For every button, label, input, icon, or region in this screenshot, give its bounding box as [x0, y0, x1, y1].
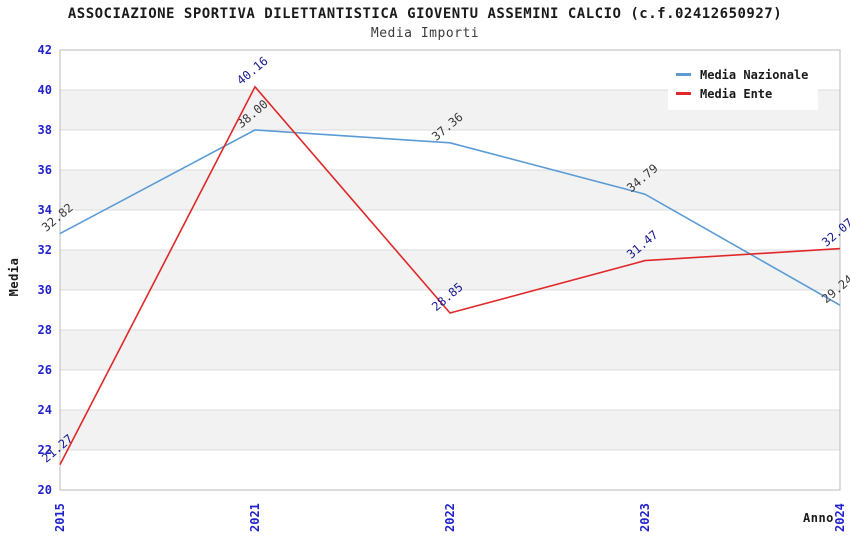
plot-band: [60, 370, 840, 410]
plot-band: [60, 410, 840, 450]
plot-band: [60, 450, 840, 490]
plot-band: [60, 330, 840, 370]
x-tick-label: 2023: [638, 503, 652, 532]
y-tick-label: 22: [38, 443, 52, 457]
plot-border: [59, 49, 841, 491]
legend-item-media-nazionale: Media Nazionale: [676, 65, 808, 84]
y-tick-label: 26: [38, 363, 52, 377]
chart-subtitle: Media Importi: [370, 26, 480, 41]
y-tick-label: 36: [38, 163, 52, 177]
y-tick-label: 24: [38, 403, 52, 417]
y-axis-title: Media: [7, 257, 21, 297]
y-tick-label: 20: [38, 483, 52, 497]
x-tick-label: 2015: [53, 503, 67, 532]
y-tick-label: 38: [38, 123, 52, 137]
y-tick-label: 28: [38, 323, 52, 337]
y-tick-label: 34: [38, 203, 52, 217]
legend-line-marker-icon: [676, 92, 691, 95]
legend: Media Nazionale Media Ente: [668, 58, 819, 110]
legend-item-label: Media Nazionale: [700, 67, 809, 82]
legend-item-media-ente: Media Ente: [676, 84, 808, 103]
plot-band: [60, 170, 840, 210]
legend-line-marker-icon: [676, 73, 691, 76]
x-axis-title: Anno: [803, 511, 834, 525]
y-tick-label: 42: [38, 43, 52, 57]
y-tick-label: 30: [38, 283, 52, 297]
x-tick-label: 2021: [248, 503, 262, 532]
series-line-media-nazionale: [59, 129, 841, 306]
chart-title: ASSOCIAZIONE SPORTIVA DILETTANTISTICA GI…: [67, 6, 783, 22]
legend-item-label: Media Ente: [700, 86, 773, 101]
series-line-media-ente: [59, 85, 841, 465]
plot-band: [60, 290, 840, 330]
y-tick-label: 32: [38, 243, 52, 257]
x-tick-label: 2024: [833, 503, 847, 532]
y-tick-label: 40: [38, 83, 52, 97]
plot-band: [60, 130, 840, 170]
x-tick-label: 2022: [443, 503, 457, 532]
plot-band: [60, 210, 840, 250]
